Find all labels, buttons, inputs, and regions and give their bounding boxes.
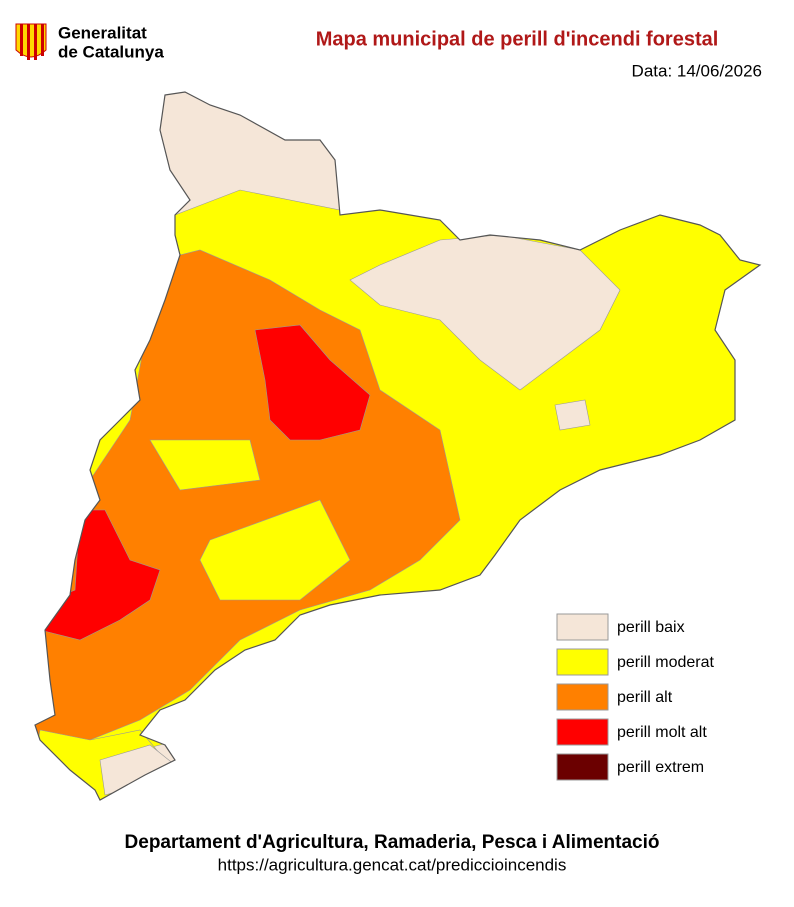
legend-swatch: [556, 683, 609, 711]
map-title: Mapa municipal de perill d'incendi fores…: [316, 28, 719, 50]
legend-label: perill extrem: [617, 759, 704, 776]
footer-url: https://agricultura.gencat.cat/prediccio…: [218, 855, 567, 874]
region: [554, 399, 591, 431]
map-date: Data: 14/06/2026: [632, 61, 762, 80]
legend-label: perill alt: [617, 689, 673, 706]
legend-label: perill moderat: [617, 654, 714, 671]
legend-swatch: [556, 613, 609, 641]
legend-label: perill baix: [617, 619, 685, 636]
logo: [15, 23, 47, 60]
legend: perill baix perill moderat perill alt peril…: [556, 613, 714, 781]
legend-swatch: [556, 648, 609, 676]
region: [349, 234, 621, 391]
legend-label: perill molt alt: [617, 724, 707, 741]
region: [149, 439, 261, 491]
region: [199, 499, 351, 601]
legend-swatch: [556, 718, 609, 746]
legend-swatch: [556, 753, 609, 781]
region: [35, 249, 461, 741]
region: [254, 324, 371, 441]
org-name: Generalitat: [58, 23, 147, 42]
org-name: de Catalunya: [58, 42, 164, 61]
footer-department: Departament d'Agricultura, Ramaderia, Pe…: [125, 832, 660, 853]
